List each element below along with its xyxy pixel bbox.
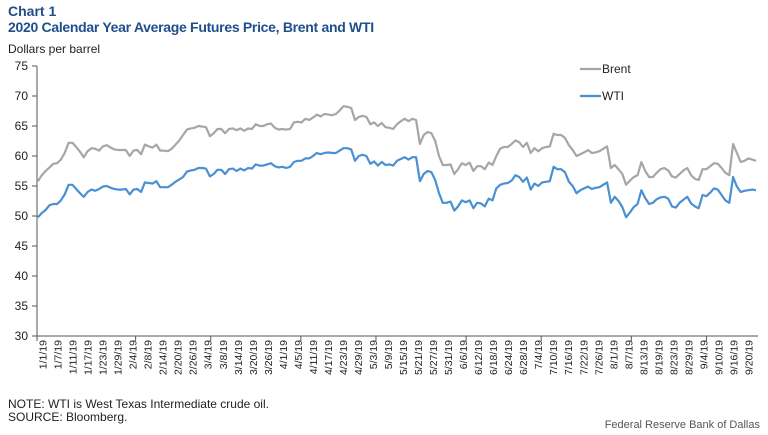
x-tick-label: 3/8/19 (218, 340, 230, 369)
x-tick-label: 3/4/19 (203, 340, 215, 369)
x-tick-label: 7/16/19 (563, 340, 575, 375)
x-tick-label: 5/15/19 (398, 340, 410, 375)
x-tick-label: 1/17/19 (83, 340, 95, 375)
x-tick-label: 8/29/19 (683, 340, 695, 375)
y-tick-label: 75 (15, 59, 29, 73)
chart-title: 2020 Calendar Year Average Futures Price… (8, 19, 374, 35)
y-tick-label: 60 (15, 149, 29, 163)
y-tick-label: 70 (15, 89, 29, 103)
x-tick-label: 6/18/19 (488, 340, 500, 375)
y-axis: 30 35 40 45 50 55 60 65 70 75 (15, 59, 38, 343)
y-axis-units: Dollars per barrel (8, 42, 101, 56)
x-tick-label: 8/13/19 (638, 340, 650, 375)
x-tick-label: 8/23/19 (668, 340, 680, 375)
y-tick-label: 50 (15, 209, 29, 223)
x-tick-label: 2/26/19 (188, 340, 200, 375)
x-tick-label: 8/1/19 (608, 340, 620, 369)
x-tick-label: 3/14/19 (233, 340, 245, 375)
series-layer (37, 105, 757, 219)
x-axis: 1/1/19 1/7/19 1/11/19 1/17/19 1/23/19 1/29/19… (36, 335, 758, 375)
x-tick-label: 4/5/19 (293, 340, 305, 369)
y-tick-label: 65 (15, 119, 29, 133)
credit-text: Federal Reserve Bank of Dallas (604, 419, 760, 431)
footnote-note: NOTE: WTI is West Texas Intermediate cru… (8, 397, 269, 411)
x-tick-label: 5/27/19 (428, 340, 440, 375)
x-tick-label: 9/16/19 (728, 340, 740, 375)
x-tick-label: 4/17/19 (323, 340, 335, 375)
x-tick-label: 9/4/19 (698, 340, 710, 369)
y-tick-label: 30 (15, 329, 29, 343)
x-tick-label: 2/14/19 (158, 340, 170, 375)
x-tick-label: 7/26/19 (593, 340, 605, 375)
x-tick-label: 7/4/19 (533, 340, 545, 369)
x-tick-label: 3/20/19 (248, 340, 260, 375)
x-tick-label: 1/23/19 (98, 340, 110, 375)
series-line-brent (37, 105, 757, 186)
x-tick-label: 6/12/19 (473, 340, 485, 375)
x-tick-label: 6/24/19 (503, 340, 515, 375)
x-tick-label: 3/26/19 (263, 340, 275, 375)
x-tick-label: 5/3/19 (368, 340, 380, 369)
series-line-wti (37, 147, 757, 219)
x-tick-label: 4/11/19 (308, 340, 320, 374)
x-tick-label: 2/20/19 (173, 340, 185, 375)
x-tick-label: 8/7/19 (623, 340, 635, 369)
x-tick-label: 1/29/19 (113, 340, 125, 375)
y-tick-label: 45 (15, 239, 29, 253)
y-tick-label: 55 (15, 179, 29, 193)
legend-label-wti: WTI (602, 89, 624, 103)
legend: Brent WTI (580, 62, 631, 103)
x-tick-label: 5/9/19 (383, 340, 395, 369)
x-tick-label: 5/21/19 (413, 340, 425, 375)
x-tick-label: 4/1/19 (278, 340, 290, 369)
chart-number: Chart 1 (8, 3, 57, 19)
x-tick-label: 7/10/19 (548, 340, 560, 375)
footnote-source: SOURCE: Bloomberg. (8, 410, 128, 424)
x-tick-label: 9/10/19 (713, 340, 725, 375)
x-tick-label: 8/19/19 (653, 340, 665, 375)
x-tick-label: 5/31/19 (443, 340, 455, 375)
x-tick-label: 6/6/19 (458, 340, 470, 369)
y-tick-label: 35 (15, 299, 29, 313)
x-tick-label: 1/1/19 (38, 340, 50, 369)
x-tick-label: 1/11/19 (68, 340, 80, 374)
x-tick-label: 7/22/19 (578, 340, 590, 375)
y-tick-label: 40 (15, 269, 29, 283)
legend-label-brent: Brent (602, 62, 631, 76)
x-tick-label: 4/23/19 (338, 340, 350, 375)
x-tick-label: 2/4/19 (128, 340, 140, 369)
x-tick-label: 9/20/19 (743, 340, 755, 375)
x-tick-label: 1/7/19 (53, 340, 65, 369)
x-tick-label: 6/28/19 (518, 340, 530, 375)
x-tick-label: 4/29/19 (353, 340, 365, 375)
x-tick-label: 2/8/19 (143, 340, 155, 369)
